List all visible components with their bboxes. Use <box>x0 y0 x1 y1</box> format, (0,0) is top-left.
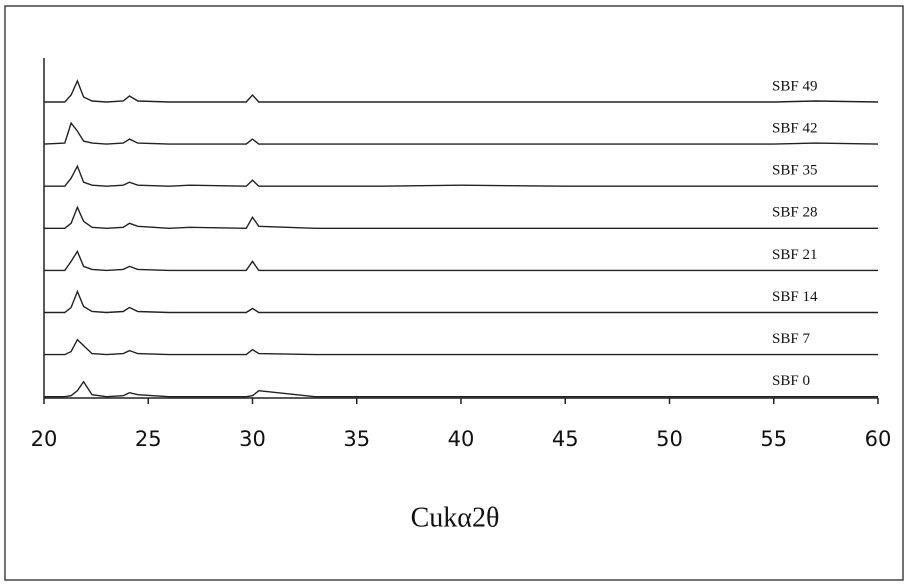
x-tick-label: 20 <box>31 427 58 451</box>
series-label: SBF 14 <box>772 289 818 305</box>
xrd-trace <box>43 121 879 145</box>
frame <box>4 5 904 581</box>
x-tick-label: 55 <box>760 427 787 451</box>
x-tick-label: 35 <box>343 427 370 451</box>
xrd-trace <box>44 164 878 187</box>
xrd-trace <box>44 249 878 272</box>
series-label: SBF 35 <box>772 163 817 179</box>
xrd-trace <box>44 380 878 398</box>
xrd-trace <box>44 205 878 230</box>
x-tick-label: 25 <box>135 427 162 451</box>
series-label: SBF 0 <box>772 373 810 389</box>
x-tick-label: 40 <box>448 427 475 451</box>
series-label: SBF 49 <box>772 78 817 94</box>
x-axis-title: Cukα2θ <box>411 502 500 533</box>
series-label: SBF 42 <box>772 121 817 137</box>
xrd-trace <box>44 338 878 356</box>
xrd-trace <box>44 289 878 314</box>
x-tick-label: 30 <box>239 427 266 451</box>
x-tick-label: 50 <box>656 427 683 451</box>
x-tick-label: 60 <box>865 427 892 451</box>
xrd-trace <box>44 79 879 103</box>
series-label: SBF 7 <box>772 331 810 347</box>
series-label: SBF 28 <box>772 205 817 221</box>
x-tick-label: 45 <box>552 427 579 451</box>
series-label: SBF 21 <box>772 247 817 263</box>
